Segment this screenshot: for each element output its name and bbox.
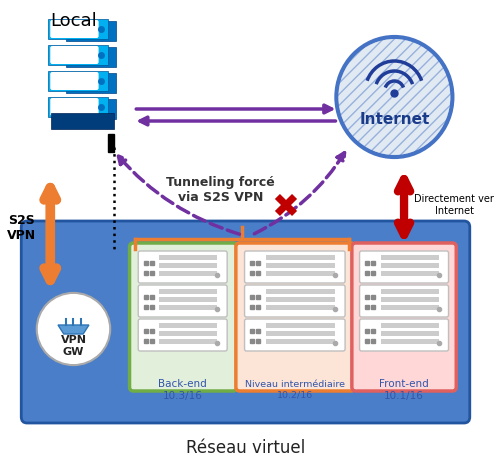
Polygon shape [58, 325, 89, 334]
Text: Réseau virtuel: Réseau virtuel [186, 438, 305, 456]
Bar [160, 297, 218, 302]
Text: Local: Local [50, 12, 97, 30]
FancyBboxPatch shape [352, 244, 456, 391]
FancyBboxPatch shape [48, 72, 108, 92]
FancyBboxPatch shape [48, 98, 108, 118]
Bar [160, 289, 218, 294]
Bar [160, 263, 218, 269]
FancyBboxPatch shape [66, 74, 116, 94]
FancyBboxPatch shape [138, 319, 227, 351]
FancyBboxPatch shape [50, 47, 98, 65]
Bar [381, 256, 439, 260]
FancyBboxPatch shape [48, 46, 108, 66]
Bar [266, 305, 336, 310]
Bar [266, 256, 336, 260]
FancyBboxPatch shape [360, 319, 448, 351]
Bar [381, 305, 439, 310]
Bar [266, 289, 336, 294]
FancyBboxPatch shape [244, 251, 345, 283]
FancyBboxPatch shape [244, 285, 345, 317]
Bar [381, 271, 439, 276]
Bar [266, 271, 336, 276]
Bar [266, 263, 336, 269]
FancyBboxPatch shape [66, 48, 116, 68]
Text: Niveau intermédiaire
10.2/16: Niveau intermédiaire 10.2/16 [245, 380, 345, 399]
Bar [266, 339, 336, 344]
Text: S2S
VPN: S2S VPN [6, 213, 36, 242]
Text: VPN
GW: VPN GW [60, 334, 86, 356]
Text: Front-end
10.1/16: Front-end 10.1/16 [379, 378, 429, 400]
FancyBboxPatch shape [66, 100, 116, 120]
FancyBboxPatch shape [66, 22, 116, 42]
Bar [160, 256, 218, 260]
Bar [381, 289, 439, 294]
Circle shape [336, 38, 452, 158]
Text: Internet: Internet [359, 112, 430, 127]
Bar [381, 339, 439, 344]
FancyBboxPatch shape [360, 285, 448, 317]
Bar [160, 271, 218, 276]
Bar [160, 332, 218, 336]
Bar [266, 297, 336, 302]
FancyBboxPatch shape [50, 21, 98, 39]
FancyBboxPatch shape [50, 73, 98, 91]
FancyBboxPatch shape [244, 319, 345, 351]
Text: Back-end
10.3/16: Back-end 10.3/16 [158, 378, 207, 400]
FancyBboxPatch shape [360, 251, 448, 283]
FancyBboxPatch shape [22, 221, 470, 423]
Ellipse shape [36, 293, 110, 365]
Bar [160, 339, 218, 344]
Bar [160, 305, 218, 310]
Bar [266, 323, 336, 328]
Bar [381, 263, 439, 269]
Bar [381, 323, 439, 328]
Bar [160, 323, 218, 328]
Bar [381, 297, 439, 302]
FancyBboxPatch shape [138, 285, 227, 317]
FancyBboxPatch shape [236, 244, 355, 391]
Text: Directement ver
Internet: Directement ver Internet [414, 194, 494, 215]
Circle shape [338, 40, 450, 156]
Bar [381, 332, 439, 336]
FancyBboxPatch shape [130, 244, 237, 391]
Bar [266, 332, 336, 336]
Text: Tunneling forcé
via S2S VPN: Tunneling forcé via S2S VPN [166, 175, 275, 204]
FancyBboxPatch shape [51, 114, 114, 130]
Text: ✖: ✖ [271, 191, 299, 224]
FancyBboxPatch shape [138, 251, 227, 283]
FancyBboxPatch shape [48, 20, 108, 40]
FancyBboxPatch shape [50, 99, 98, 117]
